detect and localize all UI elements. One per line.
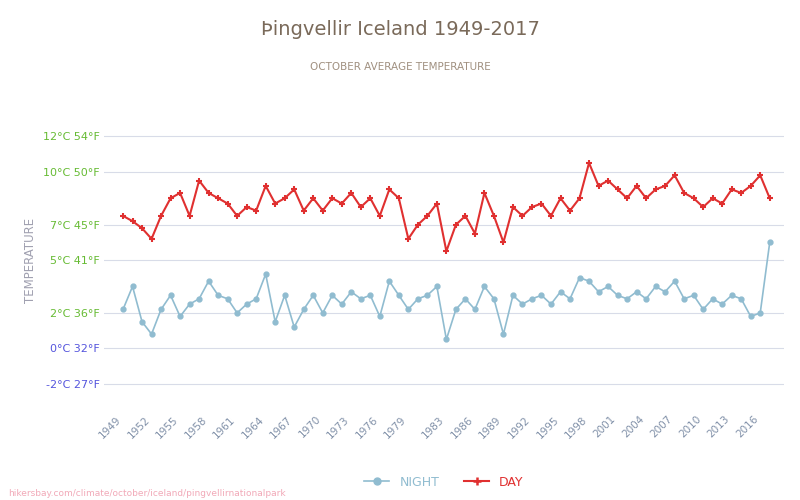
Text: hikersbay.com/climate/october/iceland/pingvellirnationalpark: hikersbay.com/climate/october/iceland/pi… — [8, 488, 286, 498]
Legend: NIGHT, DAY: NIGHT, DAY — [359, 471, 529, 494]
Y-axis label: TEMPERATURE: TEMPERATURE — [25, 218, 38, 302]
Text: OCTOBER AVERAGE TEMPERATURE: OCTOBER AVERAGE TEMPERATURE — [310, 62, 490, 72]
Text: Þingvellir Iceland 1949-2017: Þingvellir Iceland 1949-2017 — [261, 20, 539, 39]
